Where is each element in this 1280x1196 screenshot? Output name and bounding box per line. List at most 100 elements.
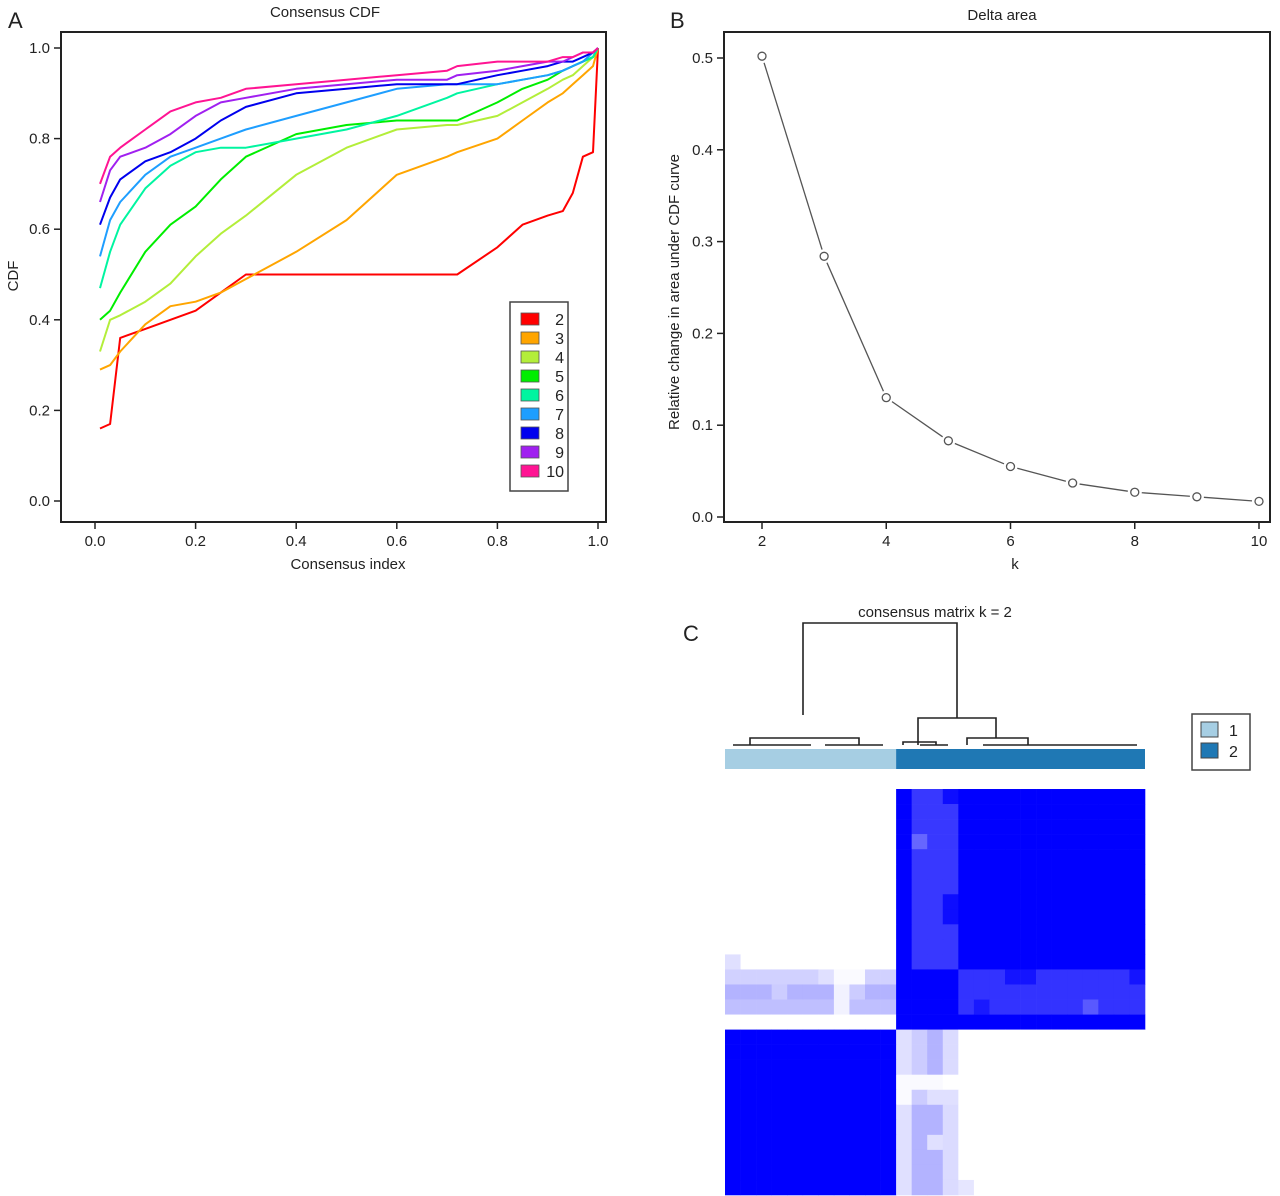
heatmap-cell [771,1059,788,1076]
heatmap-cell [1129,969,1146,985]
heatmap-cell [756,804,772,820]
heatmap-cell [740,924,757,940]
heatmap-cell [1067,804,1084,820]
heatmap-cell [880,819,897,835]
heatmap-cell [927,1104,944,1121]
heatmap-cell [1129,939,1146,955]
heatmap-cell [927,969,944,985]
heatmap-cell [740,1164,757,1181]
heatmap-cell [865,894,881,910]
heatmap-cell [973,834,990,850]
heatmap-cell [1005,789,1021,805]
heatmap-cell [989,1179,1006,1196]
heatmap-cell [740,1104,757,1121]
heatmap-cell [833,1119,850,1136]
heatmap-cell [1113,834,1130,850]
heatmap-cell [849,924,866,940]
heatmap-cell [927,1059,944,1076]
heatmap-cell [1005,1179,1021,1196]
heatmap-cell [756,834,772,850]
heatmap-cell [1036,789,1052,805]
heatmap-cell [865,1119,881,1136]
heatmap-cell [973,1164,990,1181]
heatmap-cell [958,939,975,955]
heatmap-cell [1098,849,1115,865]
heatmap-cell [1005,939,1021,955]
heatmap-cell [1129,1089,1146,1106]
heatmap-cell [1020,1044,1037,1060]
heatmap-cell [1098,1179,1115,1196]
heatmap-cell [911,1044,928,1060]
heatmap-cell [1113,954,1130,970]
heatmap-cell [1067,819,1084,835]
heatmap-cell [1082,1074,1099,1091]
heatmap-cell [725,1119,741,1136]
heatmap-cell [802,1164,819,1181]
heatmap-cells [725,789,1146,1196]
heatmap-cell [958,909,975,925]
heatmap-cell [1098,1149,1115,1166]
series-lines [99,47,599,430]
heatmap-cell [740,879,757,895]
heatmap-cell [1067,1059,1084,1076]
heatmap-cell [725,1014,741,1030]
panel-b-delta-area: B Delta area 0.0 0.1 0.2 0.3 0.4 0.5 2 4 6 8 10 k… [666,7,1271,573]
heatmap-cell [989,1104,1006,1121]
heatmap-cell [787,789,804,805]
heatmap-cell [1098,999,1115,1015]
heatmap-cell [865,1104,881,1121]
heatmap-cell [771,804,788,820]
heatmap-cell [1036,804,1052,820]
heatmap-cell [756,789,772,805]
heatmap-cell [911,894,928,910]
heatmap-cell [1005,1044,1021,1060]
data-point-k10 [1254,496,1264,507]
heatmap-cell [911,804,928,820]
heatmap-cell [1036,864,1052,880]
heatmap-cell [942,1074,959,1091]
x-tick-label: 0.4 [286,533,307,550]
heatmap-cell [1129,1074,1146,1091]
heatmap-cell [896,954,912,970]
heatmap-cell [911,1164,928,1181]
heatmap-cell [1005,1074,1021,1091]
heatmap-cell [802,939,819,955]
heatmap-cell [849,879,866,895]
heatmap-cell [896,999,912,1015]
heatmap-cell [740,1029,757,1045]
heatmap-cell [833,864,850,880]
y-tick-label: 0.8 [29,131,50,148]
heatmap-cell [802,1074,819,1091]
heatmap-cell [1129,924,1146,940]
heatmap-cell [958,804,975,820]
heatmap-cell [818,864,835,880]
heatmap-cell [865,984,881,1000]
heatmap-cell [849,1134,866,1151]
heatmap-cell [802,894,819,910]
heatmap-cell [725,984,741,1000]
heatmap-cell [818,849,835,865]
heatmap-cell [1098,1134,1115,1151]
y-tick-label: 0.2 [29,402,50,419]
heatmap-cell [1051,999,1068,1015]
heatmap-cell [756,864,772,880]
heatmap-cell [756,1149,772,1166]
heatmap-cell [896,1074,912,1091]
heatmap-cell [865,909,881,925]
heatmap-cell [1036,1179,1052,1196]
heatmap-cell [865,969,881,985]
heatmap-cell [911,1119,928,1136]
legend-swatch [520,369,540,383]
legend: 2 3 4 5 6 7 8 9 10 [509,301,569,492]
heatmap-cell [1129,1014,1146,1030]
heatmap-cell [787,924,804,940]
data-point-k2 [757,51,767,61]
heatmap-cell [833,939,850,955]
heatmap-cell [1051,924,1068,940]
heatmap-cell [880,834,897,850]
heatmap-cell [725,1179,741,1196]
legend-swatch [520,331,540,345]
heatmap-cell [942,939,959,955]
heatmap-cell [973,789,990,805]
heatmap-cell [1036,969,1052,985]
